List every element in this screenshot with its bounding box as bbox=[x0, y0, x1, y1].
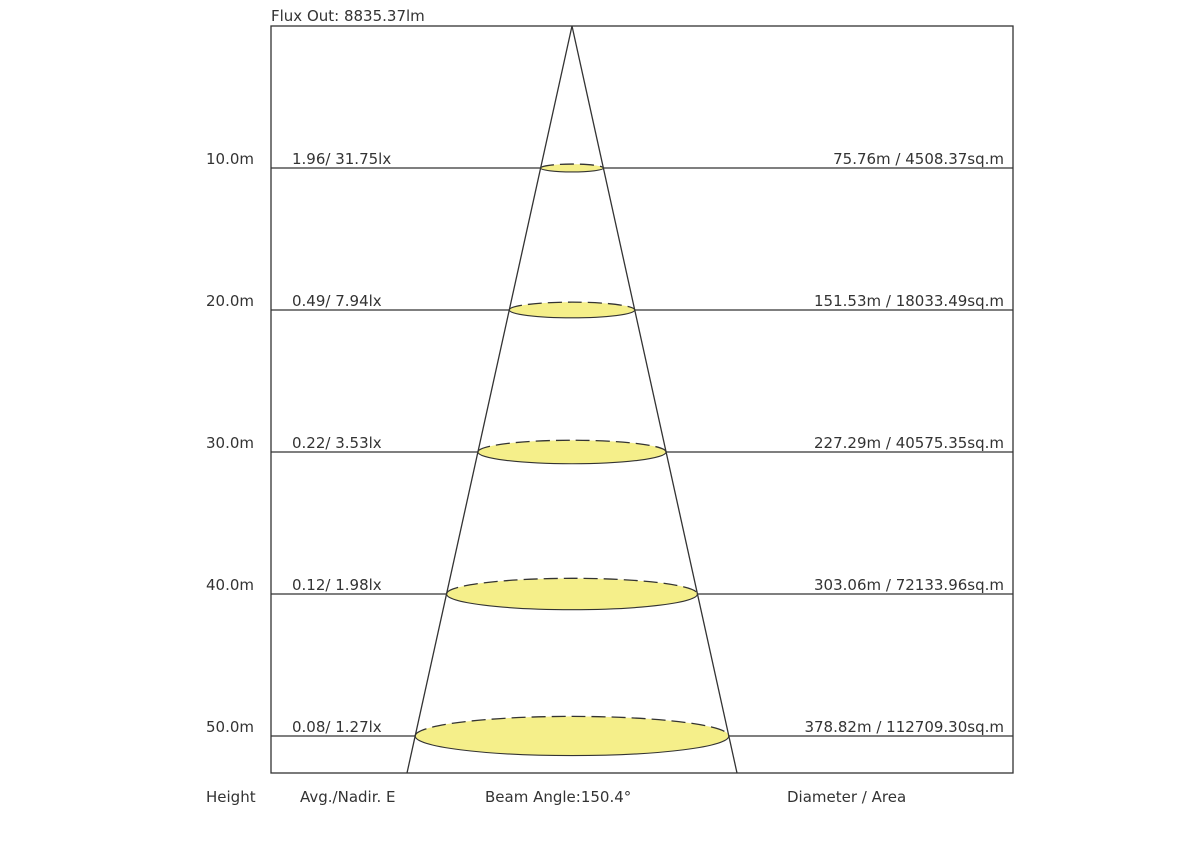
beam-spot bbox=[477, 440, 667, 464]
beam-spot-front-edge bbox=[477, 451, 667, 465]
diameter-area-value: 303.06m / 72133.96sq.m bbox=[814, 576, 1004, 594]
beam-spot-front-edge bbox=[414, 735, 730, 757]
beam-spot-back-edge bbox=[508, 301, 636, 311]
illuminance-value: 0.08/ 1.27lx bbox=[292, 718, 382, 736]
beam-spot-front-edge bbox=[540, 167, 604, 173]
beam-spot-front-edge bbox=[508, 309, 636, 319]
beam-spot bbox=[415, 716, 729, 756]
beam-spot-front-edge bbox=[445, 593, 699, 611]
diameter-area-value: 227.29m / 40575.35sq.m bbox=[814, 434, 1004, 452]
diagram-frame bbox=[270, 25, 1014, 774]
beam-spot-back-edge bbox=[414, 715, 730, 737]
beam-spot-back-edge bbox=[539, 163, 605, 169]
beam-spot-back-edge bbox=[445, 577, 699, 595]
illuminance-column-label: Avg./Nadir. E bbox=[300, 788, 396, 806]
illuminance-value: 0.12/ 1.98lx bbox=[292, 576, 382, 594]
height-label: 30.0m bbox=[206, 434, 254, 452]
illuminance-value: 0.49/ 7.94lx bbox=[292, 292, 382, 310]
beam-spot bbox=[540, 164, 604, 172]
height-label: 50.0m bbox=[206, 718, 254, 736]
beam-cone bbox=[406, 25, 738, 774]
diameter-area-column-label: Diameter / Area bbox=[787, 788, 906, 806]
diameter-area-value: 378.82m / 112709.30sq.m bbox=[804, 718, 1004, 736]
height-label: 20.0m bbox=[206, 292, 254, 310]
beam-spot bbox=[446, 578, 698, 610]
beam-spot bbox=[509, 302, 635, 318]
cone-left-edge bbox=[406, 25, 573, 774]
diameter-area-value: 151.53m / 18033.49sq.m bbox=[814, 292, 1004, 310]
flux-out-label: Flux Out: 8835.37lm bbox=[271, 7, 425, 25]
height-label: 10.0m bbox=[206, 150, 254, 168]
height-column-label: Height bbox=[206, 788, 256, 806]
illuminance-value: 0.22/ 3.53lx bbox=[292, 434, 382, 452]
cone-right-edge bbox=[571, 25, 738, 774]
diameter-area-value: 75.76m / 4508.37sq.m bbox=[833, 150, 1004, 168]
beam-angle-label: Beam Angle:150.4° bbox=[485, 788, 631, 806]
beam-spot-back-edge bbox=[477, 439, 667, 453]
illuminance-value: 1.96/ 31.75lx bbox=[292, 150, 391, 168]
height-label: 40.0m bbox=[206, 576, 254, 594]
